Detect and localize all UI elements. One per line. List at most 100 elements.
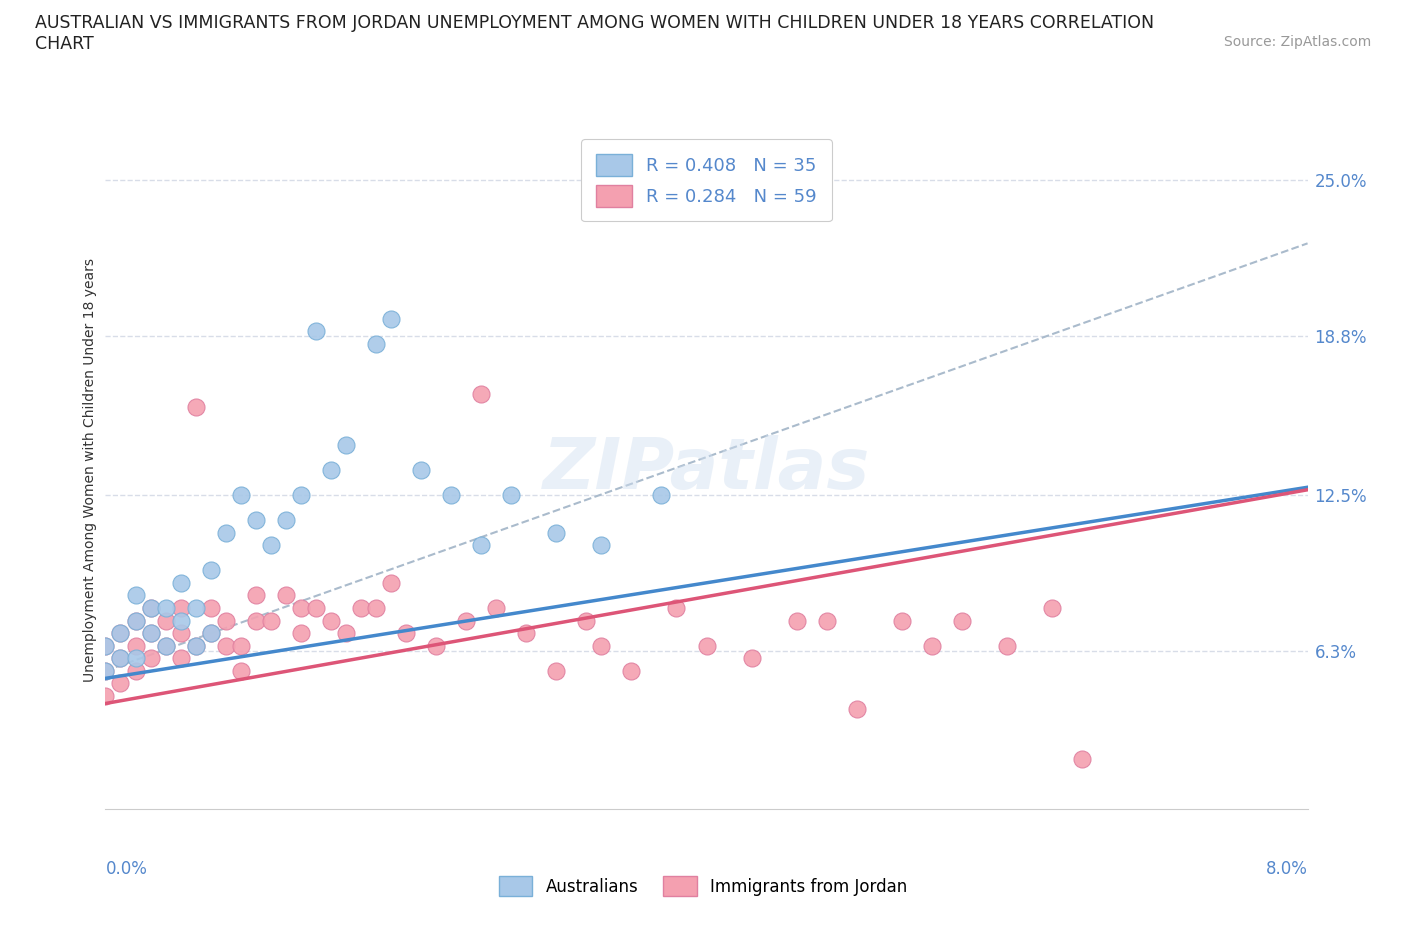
Legend: R = 0.408   N = 35, R = 0.284   N = 59: R = 0.408 N = 35, R = 0.284 N = 59 <box>582 140 831 221</box>
Point <box>305 601 328 616</box>
Point <box>94 663 117 678</box>
Point <box>741 651 763 666</box>
Point <box>470 387 492 402</box>
Point <box>305 324 328 339</box>
Point <box>546 525 568 540</box>
Point <box>169 626 191 641</box>
Point <box>200 563 222 578</box>
Point <box>169 576 191 591</box>
Point <box>94 663 117 678</box>
Point <box>395 626 418 641</box>
Point <box>1040 601 1063 616</box>
Point <box>845 701 868 716</box>
Point <box>139 651 162 666</box>
Point <box>890 613 912 628</box>
Point <box>350 601 373 616</box>
Point <box>110 651 132 666</box>
Y-axis label: Unemployment Among Women with Children Under 18 years: Unemployment Among Women with Children U… <box>83 258 97 682</box>
Point <box>229 487 252 502</box>
Point <box>124 588 146 603</box>
Point <box>274 512 297 527</box>
Point <box>110 626 132 641</box>
Point <box>546 663 568 678</box>
Text: CHART: CHART <box>35 35 94 53</box>
Point <box>124 663 146 678</box>
Text: AUSTRALIAN VS IMMIGRANTS FROM JORDAN UNEMPLOYMENT AMONG WOMEN WITH CHILDREN UNDE: AUSTRALIAN VS IMMIGRANTS FROM JORDAN UNE… <box>35 14 1154 32</box>
Point <box>335 626 357 641</box>
Point <box>200 601 222 616</box>
Point <box>94 638 117 653</box>
Text: 0.0%: 0.0% <box>105 860 148 878</box>
Point <box>124 613 146 628</box>
Point <box>364 337 387 352</box>
Point <box>409 462 432 477</box>
Point <box>214 613 236 628</box>
Point <box>620 663 643 678</box>
Point <box>921 638 943 653</box>
Point <box>155 638 177 653</box>
Point <box>124 651 146 666</box>
Point <box>515 626 537 641</box>
Point <box>155 638 177 653</box>
Point <box>229 663 252 678</box>
Point <box>440 487 463 502</box>
Point <box>591 638 613 653</box>
Point <box>139 601 162 616</box>
Point <box>290 487 312 502</box>
Point <box>380 576 402 591</box>
Point <box>155 601 177 616</box>
Point <box>110 626 132 641</box>
Point <box>245 512 267 527</box>
Point <box>260 613 283 628</box>
Point <box>245 613 267 628</box>
Point <box>290 626 312 641</box>
Point <box>260 538 283 552</box>
Point <box>214 525 236 540</box>
Point <box>665 601 688 616</box>
Point <box>454 613 477 628</box>
Text: ZIPatlas: ZIPatlas <box>543 435 870 504</box>
Point <box>184 399 207 414</box>
Point <box>200 626 222 641</box>
Point <box>139 626 162 641</box>
Point <box>94 688 117 703</box>
Point <box>229 638 252 653</box>
Point <box>786 613 808 628</box>
Point <box>155 613 177 628</box>
Point <box>380 312 402 326</box>
Point <box>110 676 132 691</box>
Point <box>815 613 838 628</box>
Point <box>139 626 162 641</box>
Point <box>94 638 117 653</box>
Point <box>290 601 312 616</box>
Point <box>184 601 207 616</box>
Point <box>575 613 598 628</box>
Point <box>200 626 222 641</box>
Point <box>214 638 236 653</box>
Point <box>274 588 297 603</box>
Point <box>169 613 191 628</box>
Point <box>650 487 672 502</box>
Point <box>169 651 191 666</box>
Point <box>184 638 207 653</box>
Point <box>139 601 162 616</box>
Legend: Australians, Immigrants from Jordan: Australians, Immigrants from Jordan <box>492 870 914 903</box>
Point <box>485 601 508 616</box>
Point <box>950 613 973 628</box>
Point <box>245 588 267 603</box>
Point <box>995 638 1018 653</box>
Point <box>591 538 613 552</box>
Point <box>124 638 146 653</box>
Point <box>169 601 191 616</box>
Point <box>364 601 387 616</box>
Point <box>335 437 357 452</box>
Text: Source: ZipAtlas.com: Source: ZipAtlas.com <box>1223 35 1371 49</box>
Point <box>124 613 146 628</box>
Point <box>184 638 207 653</box>
Point <box>1071 751 1094 766</box>
Point <box>696 638 718 653</box>
Point <box>425 638 447 653</box>
Point <box>110 651 132 666</box>
Point <box>319 462 342 477</box>
Text: 8.0%: 8.0% <box>1265 860 1308 878</box>
